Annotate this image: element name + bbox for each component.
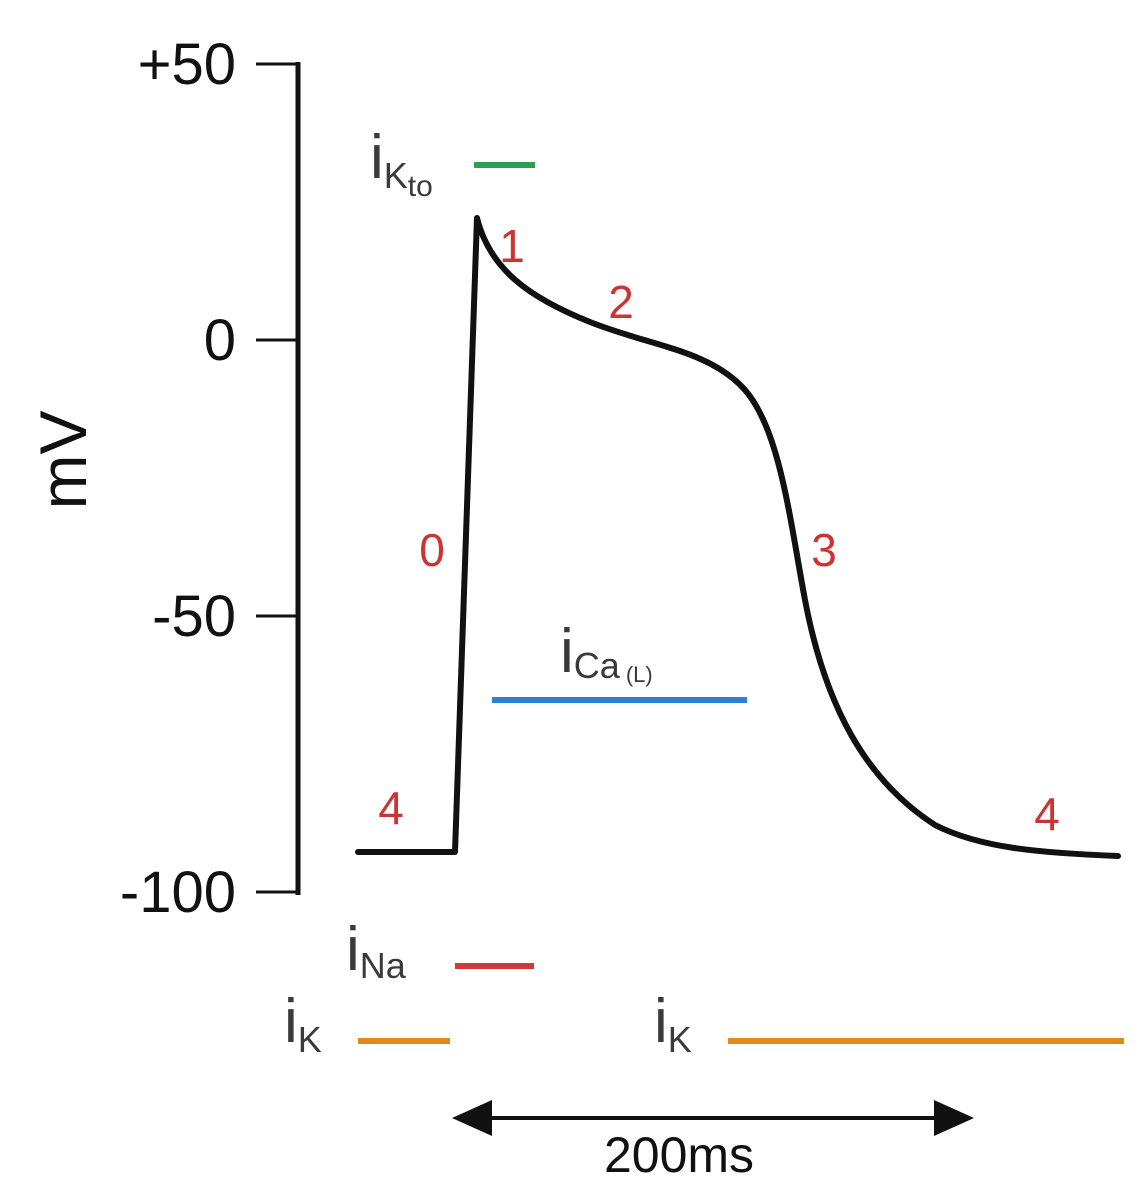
y-tick-label-plus50: +50 bbox=[138, 32, 236, 97]
current-label-ical: iCa (L) bbox=[560, 617, 653, 687]
y-tick-label-0: 0 bbox=[204, 308, 236, 373]
current-label-ik-right: iK bbox=[654, 987, 692, 1060]
scale-bar-arrow-left bbox=[452, 1100, 492, 1136]
y-axis-title: mV bbox=[26, 411, 100, 510]
y-tick-label-minus100: -100 bbox=[120, 860, 236, 925]
phase-label-4-left: 4 bbox=[378, 782, 404, 834]
phase-label-4-right: 4 bbox=[1034, 788, 1060, 840]
y-tick-label-minus50: -50 bbox=[152, 584, 236, 649]
action-potential-trace bbox=[355, 215, 1121, 859]
scale-bar-label: 200ms bbox=[604, 1127, 754, 1183]
current-label-ikto: iKto bbox=[370, 123, 433, 203]
scale-bar-arrow-right bbox=[934, 1100, 974, 1136]
phase-label-3: 3 bbox=[811, 524, 837, 576]
phase-label-1: 1 bbox=[499, 220, 525, 272]
phase-label-0: 0 bbox=[419, 524, 445, 576]
current-label-ina: iNa bbox=[346, 915, 407, 986]
current-label-ik-left: iK bbox=[284, 987, 322, 1060]
phase-label-2: 2 bbox=[608, 276, 634, 328]
